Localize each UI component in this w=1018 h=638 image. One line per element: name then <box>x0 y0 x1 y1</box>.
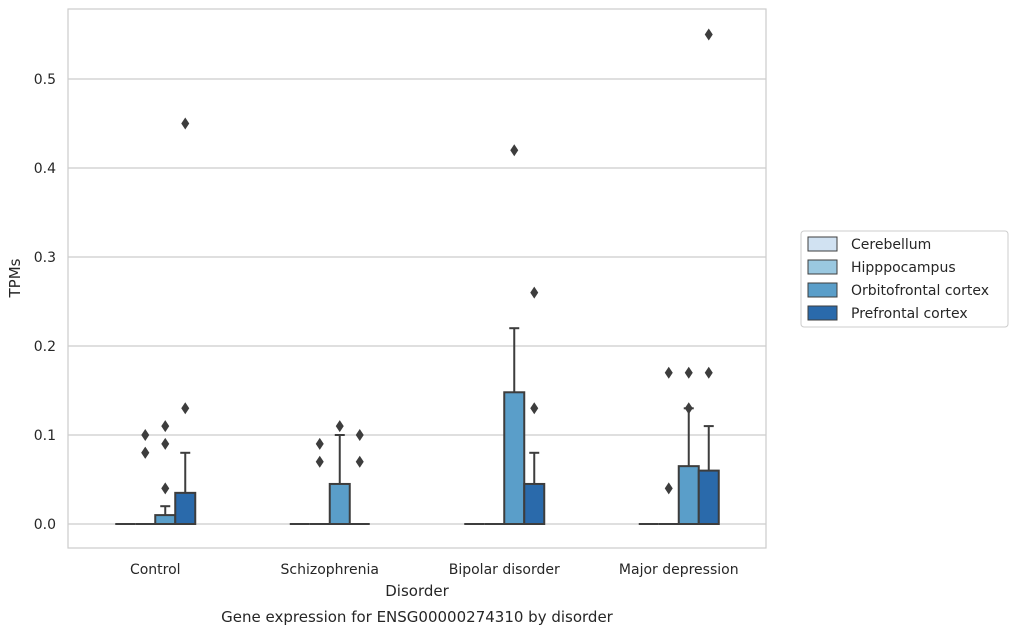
outlier-point <box>161 482 170 495</box>
y-tick-label: 0.0 <box>34 517 56 533</box>
outlier-point <box>510 144 519 157</box>
box-body <box>328 482 351 526</box>
box-body <box>697 469 720 526</box>
x-tick-labels: Control Schizophrenia Bipolar disorder Majo… <box>130 562 739 578</box>
box-prefrontal-cortex <box>523 286 546 526</box>
box-body <box>154 514 177 525</box>
outlier-point <box>141 429 150 441</box>
outlier-point <box>355 429 364 441</box>
box-body <box>174 491 197 526</box>
outlier-point <box>684 402 693 415</box>
outlier-point <box>530 402 539 415</box>
box-prefrontal-cortex <box>174 117 197 526</box>
outlier-point <box>161 420 170 433</box>
outlier-point <box>684 366 693 379</box>
legend-swatch <box>807 259 838 275</box>
box-marks <box>115 28 720 526</box>
legend-swatch <box>807 282 838 298</box>
box-prefrontal-cortex <box>349 429 370 525</box>
plot-area-frame <box>67 8 767 549</box>
box-orbitofrontal-cortex <box>154 420 177 525</box>
outlier-point <box>181 402 190 415</box>
outlier-point <box>530 286 539 299</box>
x-axis-title: Disorder <box>385 582 449 600</box>
y-gridlines <box>68 78 766 525</box>
outlier-point <box>161 437 170 450</box>
outlier-point <box>141 446 150 459</box>
outlier-point <box>315 455 324 468</box>
legend: Cerebellum Hipppocampus Orbitofrontal cort… <box>800 230 1009 328</box>
box-orbitofrontal-cortex <box>677 366 700 525</box>
box-body <box>523 482 546 526</box>
y-tick-label: 0.2 <box>34 339 56 355</box>
y-tick-label: 0.5 <box>34 72 56 88</box>
legend-swatch <box>807 305 838 321</box>
y-axis-title: TPMs <box>6 258 24 298</box>
box-orbitofrontal-cortex <box>503 144 526 525</box>
x-tick-label: Schizophrenia <box>281 562 379 578</box>
y-tick-labels: 0.0 0.1 0.2 0.3 0.4 0.5 <box>34 72 56 533</box>
x-tick-label: Major depression <box>619 562 739 578</box>
box-hipppocampus <box>309 437 330 525</box>
x-tick-label: Control <box>130 562 181 578</box>
outlier-point <box>181 117 190 130</box>
legend-label: Hipppocampus <box>851 260 956 276</box>
x-tick-label: Bipolar disorder <box>449 562 560 578</box>
box-body <box>503 391 526 525</box>
y-tick-label: 0.3 <box>34 250 56 266</box>
legend-label: Prefrontal cortex <box>851 306 968 322</box>
legend-label: Cerebellum <box>851 237 931 253</box>
legend-label: Orbitofrontal cortex <box>851 283 989 299</box>
outlier-point <box>355 455 364 468</box>
box-prefrontal-cortex <box>697 28 720 526</box>
y-tick-label: 0.4 <box>34 161 56 177</box>
y-tick-label: 0.1 <box>34 428 56 444</box>
outlier-point <box>704 366 713 379</box>
legend-frame <box>800 230 1009 328</box>
box-body <box>677 465 700 525</box>
outlier-point <box>704 28 713 41</box>
legend-swatch <box>807 236 838 252</box>
chart-caption: Gene expression for ENSG00000274310 by d… <box>221 608 614 626</box>
outlier-point <box>315 437 324 450</box>
outlier-point <box>664 366 673 379</box>
box-hipppocampus <box>658 366 679 525</box>
outlier-point <box>335 420 344 433</box>
box-orbitofrontal-cortex <box>328 420 351 526</box>
outlier-point <box>664 482 673 495</box>
box-hipppocampus <box>135 429 156 525</box>
